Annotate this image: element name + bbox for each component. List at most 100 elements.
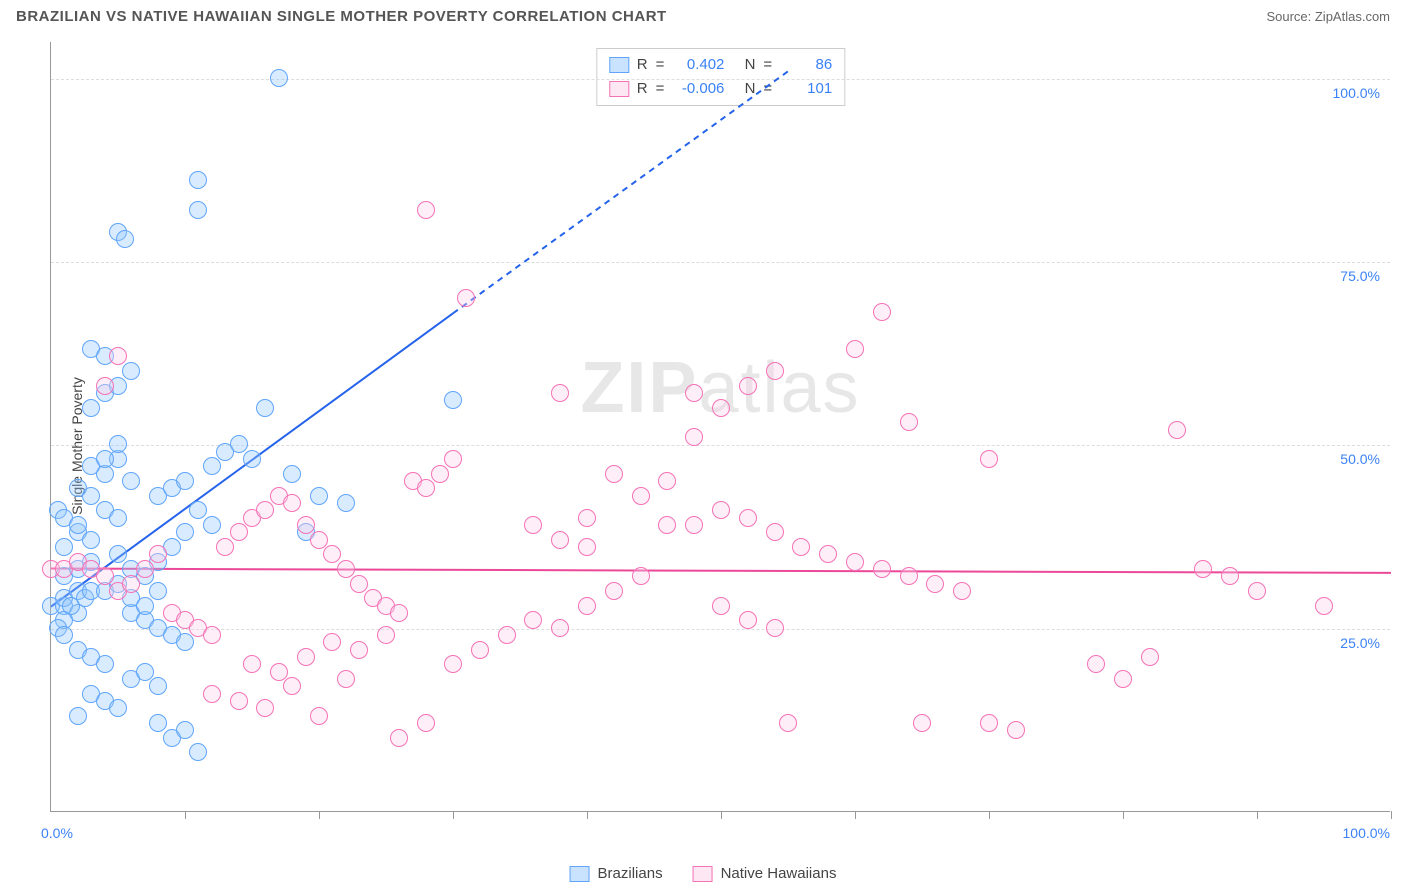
y-tick-label: 75.0% [1340,268,1380,284]
data-point [256,399,274,417]
data-point [82,399,100,417]
data-point [417,201,435,219]
data-point [256,501,274,519]
data-point [176,472,194,490]
data-point [632,567,650,585]
data-point [1007,721,1025,739]
data-point [980,714,998,732]
data-point [739,509,757,527]
data-point [739,377,757,395]
data-point [1141,648,1159,666]
data-point [189,171,207,189]
data-point [1248,582,1266,600]
data-point [310,487,328,505]
data-point [658,516,676,534]
data-point [1315,597,1333,615]
gridline [51,629,1390,630]
n-label: N [745,53,756,77]
x-tick [721,811,722,819]
data-point [873,303,891,321]
data-point [819,545,837,563]
data-point [122,362,140,380]
data-point [136,560,154,578]
legend-swatch-icon [570,866,590,882]
r-label: R [637,53,648,77]
data-point [203,516,221,534]
data-point [337,670,355,688]
data-point [69,516,87,534]
regression-lines [51,42,1391,812]
data-point [216,538,234,556]
data-point [122,575,140,593]
data-point [605,465,623,483]
data-point [149,582,167,600]
data-point [658,472,676,490]
r-value-brazilians: 0.402 [672,53,724,77]
data-point [203,457,221,475]
data-point [524,516,542,534]
data-point [82,531,100,549]
data-point [739,611,757,629]
data-point [766,523,784,541]
data-point [498,626,516,644]
gridline [51,445,1390,446]
data-point [297,648,315,666]
legend-swatch-icon [693,866,713,882]
x-tick [1123,811,1124,819]
data-point [96,377,114,395]
data-point [109,435,127,453]
equals-sign: = [656,53,665,77]
r-value-hawaiians: -0.006 [672,77,724,101]
data-point [203,685,221,703]
data-point [712,399,730,417]
legend-item-hawaiians: Native Hawaiians [693,865,837,882]
data-point [310,707,328,725]
data-point [913,714,931,732]
n-value-brazilians: 86 [780,53,832,77]
equals-sign: = [656,77,665,101]
data-point [457,289,475,307]
data-point [189,201,207,219]
data-point [873,560,891,578]
data-point [444,450,462,468]
n-label: N [745,77,756,101]
data-point [431,465,449,483]
data-point [846,553,864,571]
data-point [109,699,127,717]
legend-label-brazilians: Brazilians [598,865,663,882]
data-point [792,538,810,556]
data-point [149,545,167,563]
data-point [350,641,368,659]
legend-row-hawaiians: R = -0.006 N = 101 [609,77,832,101]
series-legend: Brazilians Native Hawaiians [570,865,837,882]
data-point [551,531,569,549]
data-point [685,516,703,534]
y-tick-label: 50.0% [1340,451,1380,467]
data-point [471,641,489,659]
data-point [283,494,301,512]
data-point [444,655,462,673]
data-point [109,545,127,563]
data-point [176,633,194,651]
data-point [55,538,73,556]
data-point [685,428,703,446]
data-point [980,450,998,468]
data-point [256,699,274,717]
data-point [323,633,341,651]
data-point [96,655,114,673]
data-point [390,729,408,747]
r-label: R [637,77,648,101]
data-point [243,655,261,673]
data-point [270,663,288,681]
data-point [578,597,596,615]
chart-header: BRAZILIAN VS NATIVE HAWAIIAN SINGLE MOTH… [0,0,1406,29]
data-point [149,677,167,695]
data-point [712,597,730,615]
data-point [136,597,154,615]
data-point [96,567,114,585]
data-point [116,230,134,248]
data-point [270,69,288,87]
data-point [55,626,73,644]
data-point [377,626,395,644]
x-tick [1391,811,1392,819]
